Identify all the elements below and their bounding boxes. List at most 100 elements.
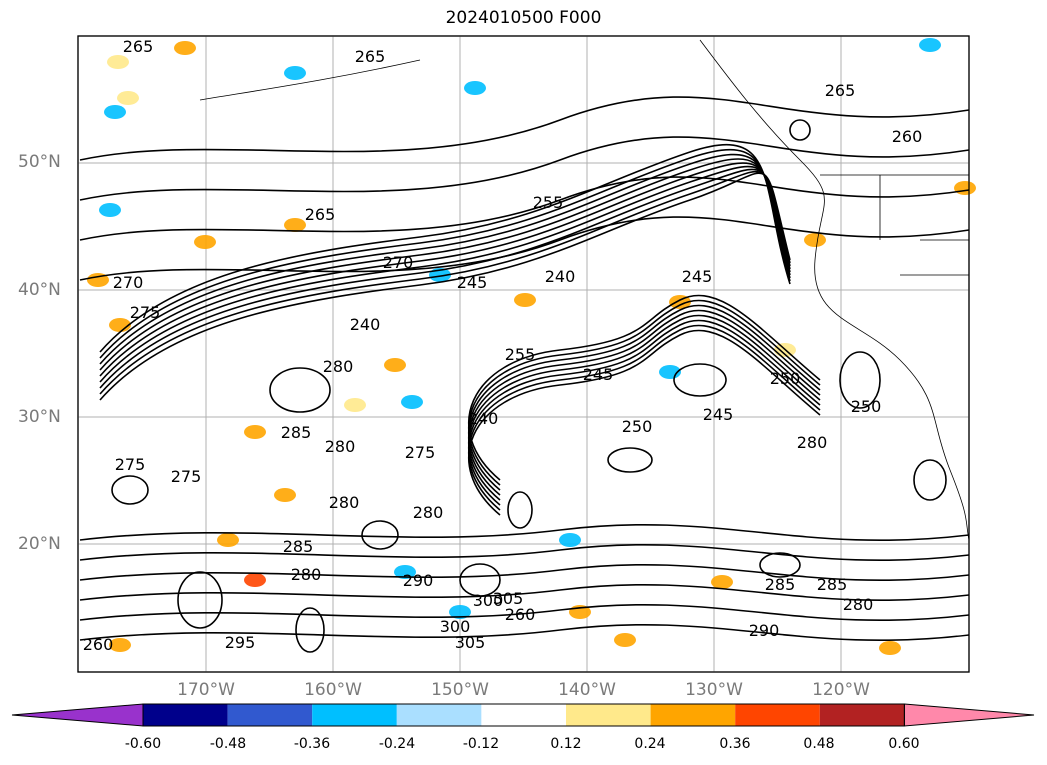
- lon-tick-130w: 130°W: [685, 680, 743, 700]
- map-title: 2024010500 F000: [445, 8, 602, 28]
- shaded-patch: [244, 425, 266, 439]
- contour-label: 280: [323, 357, 354, 376]
- colorbar-segment: [819, 704, 905, 726]
- colorbar-tick-label: -0.36: [293, 736, 331, 752]
- colorbar-segment: [396, 704, 482, 726]
- contour-loop: [295, 607, 325, 653]
- colorbar-segment: [312, 704, 397, 726]
- contour-label: 290: [403, 571, 434, 590]
- contour-label: 305: [493, 589, 524, 608]
- shaded-patch: [879, 641, 901, 655]
- contour-label: 280: [843, 595, 874, 614]
- colorbar-segment: [481, 704, 566, 726]
- contour-label: 240: [468, 409, 499, 428]
- shaded-patch: [464, 81, 486, 95]
- contour-loop: [759, 552, 801, 578]
- contour-line: [79, 523, 970, 542]
- contour-loop: [361, 520, 399, 550]
- contour-label: 260: [892, 127, 923, 146]
- contour-label: 280: [797, 433, 828, 452]
- shaded-patch: [109, 638, 131, 652]
- colorbar-tick-label: -0.48: [209, 736, 247, 752]
- shaded-patch: [244, 573, 266, 587]
- contour-line: [468, 309, 821, 496]
- contour-label: 285: [283, 537, 314, 556]
- contour-loop: [111, 475, 149, 505]
- contour-loop: [177, 571, 223, 629]
- contour-label: 255: [505, 345, 536, 364]
- contour-label: 270: [383, 253, 414, 272]
- contour-label: 295: [225, 633, 256, 652]
- shaded-patch: [954, 181, 976, 195]
- contour-line: [79, 136, 970, 201]
- contour-label: 275: [171, 467, 202, 486]
- contour-label: 255: [533, 193, 564, 212]
- lat-tick-20: 20°N: [18, 534, 61, 554]
- contour-label: 290: [749, 621, 780, 640]
- contour-line: [79, 543, 970, 562]
- shaded-patch: [614, 633, 636, 647]
- shaded-patch: [514, 293, 536, 307]
- shaded-patch: [394, 565, 416, 579]
- shaded-patch: [559, 533, 581, 547]
- map-frame: [77, 35, 970, 673]
- lat-tick-30: 30°N: [18, 407, 61, 427]
- coastline-alaska: [199, 59, 421, 101]
- contour-label: 280: [329, 493, 360, 512]
- contour-line: [468, 324, 821, 511]
- colorbar-segment: [227, 704, 313, 726]
- lon-tick-160w: 160°W: [304, 680, 362, 700]
- shaded-patch: [174, 41, 196, 55]
- shaded-patch: [284, 66, 306, 80]
- contour-label: 265: [825, 81, 856, 100]
- contour-label: 285: [765, 575, 796, 594]
- contour-label: 245: [583, 365, 614, 384]
- contour-label: 265: [305, 205, 336, 224]
- contour-line: [99, 143, 791, 353]
- contour-line: [468, 294, 821, 481]
- contour-line: [79, 583, 970, 602]
- colorbar-tick-label: -0.24: [378, 736, 416, 752]
- contour-label: 280: [325, 437, 356, 456]
- colorbar-segment: [143, 704, 228, 726]
- contour-line: [468, 299, 821, 486]
- shaded-patch: [194, 235, 216, 249]
- contour-line: [79, 623, 970, 642]
- colorbar-tick-label: 0.48: [803, 736, 835, 752]
- lat-tick-50: 50°N: [18, 152, 61, 172]
- contour-label: 300: [440, 617, 471, 636]
- height-contours: [79, 96, 970, 653]
- contour-loop: [913, 459, 947, 501]
- lon-tick-170w: 170°W: [177, 680, 235, 700]
- lon-tick-120w: 120°W: [812, 680, 870, 700]
- contour-loop: [269, 367, 331, 413]
- contour-line: [99, 165, 791, 383]
- contour-label: 300: [473, 591, 504, 610]
- contour-line: [79, 216, 970, 281]
- lon-tick-150w: 150°W: [431, 680, 489, 700]
- contour-label: 275: [405, 443, 436, 462]
- contour-label: 275: [115, 455, 146, 474]
- contour-labels: 2652652602552652652702702752802852752752…: [83, 37, 923, 654]
- state-borders: [820, 174, 969, 276]
- contour-line: [79, 96, 970, 161]
- colorbar-tick-label: -0.12: [462, 736, 500, 752]
- contour-line: [468, 314, 821, 501]
- colorbar-tick-label: -0.60: [124, 736, 162, 752]
- shaded-patch: [107, 55, 129, 69]
- shaded-patch: [99, 203, 121, 217]
- colorbar-tick-label: 0.60: [888, 736, 920, 752]
- contour-label: 250: [851, 397, 882, 416]
- colorbar-max-extend: [903, 703, 1035, 727]
- contour-label: 305: [455, 633, 486, 652]
- shaded-patch: [449, 605, 471, 619]
- shaded-patch: [274, 488, 296, 502]
- colorbar-segment: [650, 704, 736, 726]
- contour-label: 265: [123, 37, 154, 56]
- contour-line: [99, 172, 791, 401]
- contour-loop: [789, 119, 811, 141]
- coastline: [199, 39, 970, 541]
- contour-line: [468, 329, 821, 516]
- contour-loop: [839, 351, 881, 409]
